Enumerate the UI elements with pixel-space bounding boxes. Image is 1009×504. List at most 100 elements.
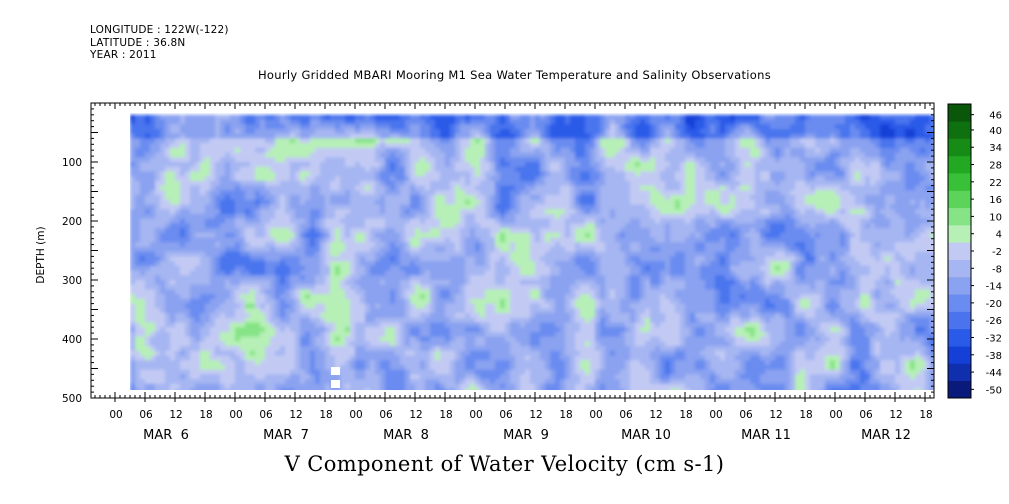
- heatmap-cell: [445, 383, 451, 390]
- heatmap-cell: [255, 364, 261, 371]
- heatmap-cell: [360, 124, 366, 130]
- heatmap-cell: [515, 336, 521, 342]
- heatmap-cell: [545, 237, 551, 243]
- heatmap-cell: [415, 261, 421, 267]
- heatmap-cell: [515, 185, 521, 191]
- heatmap-cell: [365, 147, 371, 154]
- heatmap-cell: [340, 327, 346, 333]
- heatmap-cell: [260, 251, 266, 257]
- heatmap-cell: [490, 185, 496, 191]
- heatmap-cell: [450, 303, 456, 309]
- heatmap-cell: [270, 166, 276, 173]
- heatmap-cell: [375, 327, 381, 333]
- heatmap-cell: [155, 294, 161, 300]
- heatmap-cell: [540, 124, 546, 130]
- heatmap-cell: [485, 275, 491, 281]
- heatmap-cell: [280, 119, 286, 125]
- heatmap-cell: [455, 251, 461, 257]
- heatmap-cell: [410, 176, 416, 182]
- heatmap-cell: [515, 138, 521, 144]
- heatmap-cell: [515, 204, 521, 210]
- heatmap-cell: [365, 346, 371, 352]
- heatmap-cell: [490, 369, 496, 375]
- heatmap-cell: [480, 242, 486, 248]
- heatmap-cell: [300, 114, 306, 121]
- heatmap-cell: [430, 237, 436, 243]
- heatmap-cell: [315, 171, 321, 177]
- heatmap-cell: [185, 350, 191, 357]
- heatmap-cell: [135, 180, 141, 187]
- heatmap-cell: [135, 261, 141, 267]
- heatmap-cell: [505, 355, 511, 361]
- heatmap-cell: [215, 199, 221, 206]
- heatmap-cell: [165, 270, 171, 276]
- heatmap-cell: [420, 246, 426, 253]
- heatmap-cell: [470, 331, 476, 338]
- heatmap-cell: [475, 232, 481, 239]
- heatmap-cell: [535, 195, 541, 201]
- heatmap-cell: [495, 204, 501, 210]
- heatmap-cell: [360, 143, 366, 149]
- heatmap-cell: [490, 166, 496, 173]
- heatmap-cell: [200, 138, 206, 144]
- heatmap-cell: [220, 322, 226, 328]
- heatmap-cell: [295, 270, 301, 276]
- heatmap-cell: [240, 350, 246, 357]
- heatmap-cell: [545, 388, 551, 390]
- heatmap-cell: [155, 280, 161, 286]
- heatmap-cell: [430, 383, 436, 390]
- heatmap-cell: [215, 270, 221, 276]
- heatmap-cell: [250, 246, 256, 253]
- heatmap-cell: [400, 289, 406, 295]
- heatmap-cell: [245, 237, 251, 243]
- heatmap-cell: [395, 195, 401, 201]
- heatmap-cell: [205, 166, 211, 173]
- heatmap-cell: [275, 190, 281, 196]
- heatmap-cell: [385, 265, 391, 272]
- heatmap-cell: [155, 232, 161, 239]
- heatmap-cell: [155, 270, 161, 276]
- heatmap-cell: [160, 355, 166, 361]
- heatmap-cell: [445, 133, 451, 139]
- heatmap-cell: [405, 308, 411, 314]
- heatmap-cell: [475, 171, 481, 177]
- heatmap-cell: [280, 298, 286, 305]
- heatmap-cell: [450, 289, 456, 295]
- heatmap-cell: [250, 133, 256, 139]
- heatmap-cell: [195, 322, 201, 328]
- heatmap-cell: [430, 265, 436, 272]
- heatmap-cell: [165, 152, 171, 158]
- heatmap-cell: [195, 166, 201, 173]
- heatmap-cell: [355, 157, 361, 163]
- heatmap-cell: [165, 336, 171, 342]
- heatmap-cell: [200, 388, 206, 390]
- heatmap-cell: [530, 298, 536, 305]
- heatmap-cell: [240, 294, 246, 300]
- heatmap-cell: [300, 124, 306, 130]
- heatmap-cell: [140, 284, 146, 291]
- heatmap-cell: [335, 265, 341, 272]
- heatmap-cell: [485, 204, 491, 210]
- heatmap-cell: [150, 143, 156, 149]
- heatmap-cell: [485, 331, 491, 338]
- heatmap-cell: [360, 114, 366, 121]
- heatmap-cell: [275, 114, 281, 121]
- heatmap-cell: [235, 232, 241, 239]
- heatmap-cell: [540, 280, 546, 286]
- heatmap-cell: [150, 331, 156, 338]
- heatmap-cell: [350, 246, 356, 253]
- heatmap-cell: [380, 242, 386, 248]
- heatmap-cell: [405, 280, 411, 286]
- heatmap-cell: [175, 322, 181, 328]
- heatmap-cell: [475, 270, 481, 276]
- heatmap-cell: [445, 298, 451, 305]
- heatmap-cell: [480, 313, 486, 319]
- heatmap-cell: [530, 346, 536, 352]
- heatmap-cell: [445, 114, 451, 121]
- heatmap-cell: [425, 374, 431, 380]
- heatmap-cell: [355, 313, 361, 319]
- heatmap-cell: [415, 209, 421, 215]
- heatmap-cell: [520, 199, 526, 206]
- heatmap-cell: [425, 124, 431, 130]
- heatmap-cell: [510, 138, 516, 144]
